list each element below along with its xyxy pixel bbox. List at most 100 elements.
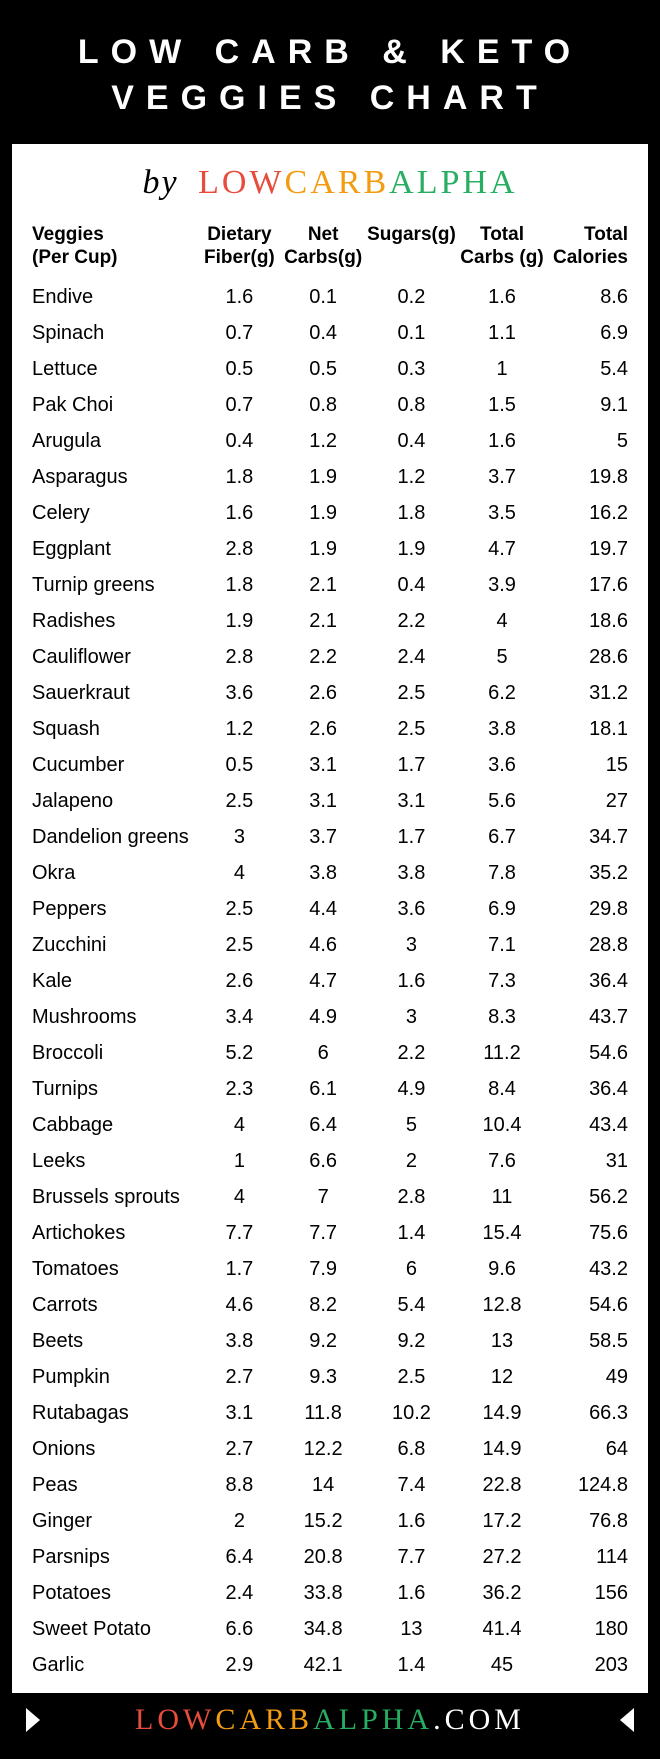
veggie-name: Onions: [30, 1431, 198, 1467]
veggie-value: 2.8: [198, 639, 282, 675]
table-row: Cucumber0.53.11.73.615: [30, 747, 630, 783]
veggie-name: Endive: [30, 279, 198, 315]
veggie-value: 3.4: [198, 999, 282, 1035]
veggie-value: 2.7: [198, 1359, 282, 1395]
veggie-value: 15: [546, 747, 630, 783]
veggie-value: 36.4: [546, 963, 630, 999]
veggie-value: 2.4: [365, 639, 458, 675]
footer-letter: A: [407, 1703, 433, 1736]
veggie-value: 4.7: [281, 963, 365, 999]
veggie-value: 18.1: [546, 711, 630, 747]
veggie-value: 13: [365, 1611, 458, 1647]
veggie-value: 56.2: [546, 1179, 630, 1215]
veggie-name: Asparagus: [30, 459, 198, 495]
veggie-value: 4.7: [458, 531, 546, 567]
table-row: Parsnips6.420.87.727.2114: [30, 1539, 630, 1575]
table-row: Arugula0.41.20.41.65: [30, 423, 630, 459]
veggie-value: 31.2: [546, 675, 630, 711]
veggie-value: 9.6: [458, 1251, 546, 1287]
veggie-value: 1.2: [281, 423, 365, 459]
veggie-name: Beets: [30, 1323, 198, 1359]
veggie-value: 2.2: [281, 639, 365, 675]
veggie-value: 3.7: [458, 459, 546, 495]
veggie-value: 14: [281, 1467, 365, 1503]
veggie-value: 7.4: [365, 1467, 458, 1503]
veggie-value: 6.9: [546, 315, 630, 351]
veggie-value: 4: [198, 855, 282, 891]
veggie-value: 43.2: [546, 1251, 630, 1287]
veggie-value: 20.8: [281, 1539, 365, 1575]
veggie-value: 8.2: [281, 1287, 365, 1323]
veggie-value: 156: [546, 1575, 630, 1611]
veggie-value: 7.1: [458, 927, 546, 963]
veggie-value: 7.8: [458, 855, 546, 891]
veggie-name: Arugula: [30, 423, 198, 459]
veggie-value: 7.6: [458, 1143, 546, 1179]
table-row: Celery1.61.91.83.516.2: [30, 495, 630, 531]
table-head: Veggies(Per Cup)DietaryFiber(g)NetCarbs(…: [30, 220, 630, 280]
veggie-value: 6.4: [281, 1107, 365, 1143]
veggie-name: Leeks: [30, 1143, 198, 1179]
veggie-value: 9.1: [546, 387, 630, 423]
veggie-value: 1.6: [365, 1575, 458, 1611]
veggie-value: 2: [365, 1143, 458, 1179]
veggie-value: 2.5: [198, 783, 282, 819]
table-row: Broccoli5.262.211.254.6: [30, 1035, 630, 1071]
veggie-value: 0.1: [281, 279, 365, 315]
veggie-value: 6.6: [281, 1143, 365, 1179]
veggie-value: 28.6: [546, 639, 630, 675]
veggie-value: 15.4: [458, 1215, 546, 1251]
table-row: Pumpkin2.79.32.51249: [30, 1359, 630, 1395]
veggie-value: 6: [281, 1035, 365, 1071]
veggie-value: 2.6: [281, 711, 365, 747]
table-row: Turnips2.36.14.98.436.4: [30, 1071, 630, 1107]
veggie-value: 42.1: [281, 1647, 365, 1683]
veggies-table: Veggies(Per Cup)DietaryFiber(g)NetCarbs(…: [30, 220, 630, 1684]
veggie-value: 9.2: [365, 1323, 458, 1359]
veggie-value: 114: [546, 1539, 630, 1575]
veggie-value: 43.7: [546, 999, 630, 1035]
brand-letter: L: [198, 164, 222, 201]
veggie-value: 1.2: [198, 711, 282, 747]
veggie-value: 27.2: [458, 1539, 546, 1575]
brand-letter: W: [249, 164, 284, 201]
veggie-value: 16.2: [546, 495, 630, 531]
veggie-name: Zucchini: [30, 927, 198, 963]
table-row: Sauerkraut3.62.62.56.231.2: [30, 675, 630, 711]
veggie-value: 1.9: [281, 531, 365, 567]
veggie-value: 18.6: [546, 603, 630, 639]
veggie-value: 2.9: [198, 1647, 282, 1683]
veggie-value: 1.9: [281, 459, 365, 495]
veggie-value: 11.8: [281, 1395, 365, 1431]
veggie-value: 2.5: [365, 1359, 458, 1395]
veggie-value: 5.6: [458, 783, 546, 819]
column-header: NetCarbs(g): [281, 220, 365, 280]
footer-letter: C: [215, 1703, 239, 1736]
veggie-value: 7.7: [281, 1215, 365, 1251]
table-row: Squash1.22.62.53.818.1: [30, 711, 630, 747]
veggie-value: 4.4: [281, 891, 365, 927]
brand-letter: H: [462, 164, 490, 201]
veggie-value: 1.6: [365, 1503, 458, 1539]
veggie-value: 10.4: [458, 1107, 546, 1143]
veggie-value: 2.2: [365, 603, 458, 639]
column-header: Sugars(g): [365, 220, 458, 280]
veggie-name: Pak Choi: [30, 387, 198, 423]
byline-brand: LOWCARBALPHA: [198, 164, 517, 201]
veggie-value: 7: [281, 1179, 365, 1215]
veggie-value: 6.8: [365, 1431, 458, 1467]
veggie-value: 12.2: [281, 1431, 365, 1467]
table-row: Kale2.64.71.67.336.4: [30, 963, 630, 999]
brand-letter: L: [417, 164, 441, 201]
veggie-value: 0.5: [198, 747, 282, 783]
veggie-value: 124.8: [546, 1467, 630, 1503]
table-row: Potatoes2.433.81.636.2156: [30, 1575, 630, 1611]
veggie-value: 19.8: [546, 459, 630, 495]
veggie-value: 0.8: [365, 387, 458, 423]
veggie-name: Spinach: [30, 315, 198, 351]
veggie-value: 0.1: [365, 315, 458, 351]
veggie-name: Lettuce: [30, 351, 198, 387]
veggie-value: 2.6: [198, 963, 282, 999]
table-row: Mushrooms3.44.938.343.7: [30, 999, 630, 1035]
veggie-name: Okra: [30, 855, 198, 891]
